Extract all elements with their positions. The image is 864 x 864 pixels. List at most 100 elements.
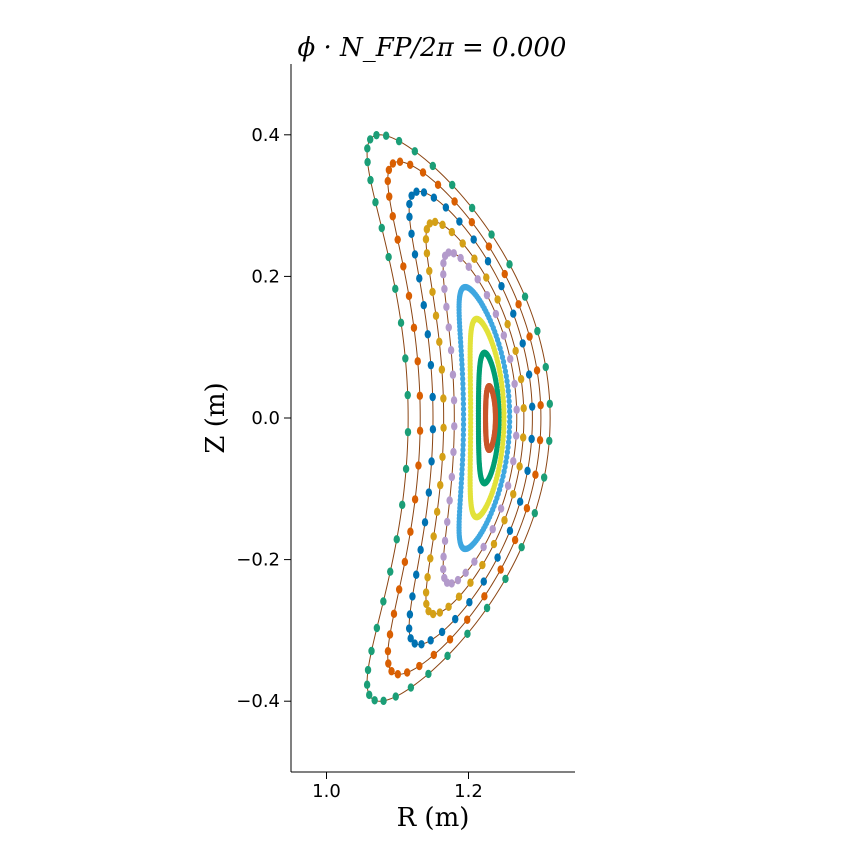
poincare-point [402,464,410,474]
poincare-point [411,639,418,648]
poincare-point [392,692,399,701]
poincare-point [459,370,466,378]
surface-7 [467,315,507,521]
poincare-point [526,332,533,341]
poincare-point [423,599,430,609]
poincare-point [506,526,514,536]
poincare-point [502,463,508,471]
poincare-point [520,404,527,413]
poincare-point [459,466,465,473]
poincare-point [371,696,378,705]
poincare-point [503,458,509,466]
poincare-point [408,191,415,200]
poincare-point [430,193,438,202]
poincare-point [533,366,541,375]
poincare-point [511,379,518,389]
poincare-point [505,387,511,395]
poincare-point [401,557,409,567]
poincare-point [448,579,455,588]
poincare-point [501,413,507,421]
surface-1 [363,130,554,706]
poincare-point [501,269,508,279]
poincare-point [373,623,381,633]
y-tick-label: −0.2 [236,550,280,571]
poincare-point [532,470,539,479]
poincare-point [517,374,525,384]
poincare-point [432,311,440,320]
poincare-point [462,568,469,578]
poincare-point [407,683,415,692]
poincare-point [405,291,413,301]
surface-4 [422,217,527,619]
poincare-point [440,423,447,432]
poincare-point [413,187,420,196]
poincare-point [420,300,427,310]
poincare-point [502,574,509,584]
poincare-point [445,602,452,611]
poincare-point [460,411,467,418]
poincare-point [421,518,429,527]
poincare-point [480,542,487,552]
poincare-point [397,318,405,328]
poincare-point [492,309,500,319]
x-axis-label: R (m) [397,803,470,833]
poincare-point [442,203,450,212]
poincare-point [434,180,442,190]
poincare-point [443,302,450,312]
poincare-point [513,431,520,440]
poincare-point [411,495,419,504]
y-ticks: 0.4 0.2 0.0 −0.2 −0.4 [236,125,291,712]
y-tick-label: 0.2 [251,266,280,287]
poincare-point [417,545,424,555]
poincare-point [407,527,414,536]
poincare-point [537,400,544,410]
y-axis-label: Z (m) [201,382,231,453]
poincare-point [407,634,414,643]
poincare-point [479,560,486,570]
poincare-point [450,447,457,457]
poincare-point [447,346,455,355]
poincare-point [410,323,418,332]
poincare-point [426,266,433,276]
poincare-point [525,370,533,379]
y-tick-label: 0.0 [251,408,280,429]
poincare-point [439,452,446,462]
poincare-point [373,130,380,140]
poincare-point [483,603,491,613]
poincare-point [431,217,439,227]
poincare-point [385,252,392,262]
poincare-point [450,249,457,258]
poincare-point [413,570,420,579]
poincare-point [546,399,554,409]
poincare-point [546,436,553,446]
poincare-point [395,585,403,594]
poincare-point [471,254,478,263]
poincare-point [446,635,454,644]
poincare-point [403,668,411,677]
poincare-point [506,398,512,405]
poincare-point [516,497,524,506]
poincare-point [440,394,447,403]
poincare-point [444,517,451,527]
poincare-point [436,608,444,617]
poincare-point [468,217,476,227]
poincare-point [474,275,481,284]
poincare-point [523,504,531,513]
poincare-point [505,444,511,451]
poincare-point [363,680,371,689]
poincare-point [399,500,406,510]
poincare-point [464,629,471,638]
poincare-point [402,354,409,363]
poincare-point [396,157,404,166]
poincare-point [506,392,512,400]
poincare-point [460,431,466,438]
poincare-point [394,670,402,679]
poincare-point [460,426,467,433]
surface-6 [456,283,513,553]
poincare-point [494,553,501,562]
poincare-point [489,524,496,534]
poincare-point [422,235,430,244]
poincare-point [444,651,451,661]
poincare-point [464,615,471,624]
